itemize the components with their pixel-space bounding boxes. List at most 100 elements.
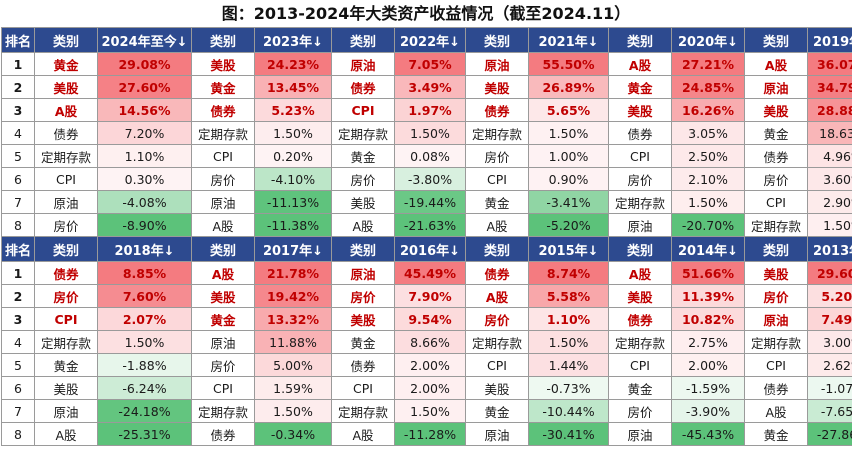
header-category[interactable]: 类别 [608,27,672,53]
table-row: 5 定期存款 1.10% CPI 0.20% 黄金 0.08% 房价 1.00% CPI 2.50%… [1,144,852,168]
header-year[interactable]: 2018年↓ [97,236,192,262]
return-cell: 5.23% [254,98,332,122]
category-cell: 债券 [744,376,808,400]
header-category[interactable]: 类别 [191,27,255,53]
return-cell: 1.50% [394,399,466,423]
return-cell: 55.50% [528,52,609,76]
category-cell: CPI [465,353,529,377]
header-year[interactable]: 2023年↓ [254,27,332,53]
header-year[interactable]: 2016年↓ [394,236,466,262]
header-year[interactable]: 2022年↓ [394,27,466,53]
category-cell: A股 [331,213,395,237]
category-cell: A股 [331,422,395,446]
return-cell: -5.20% [528,213,609,237]
category-cell: A股 [34,98,98,122]
header-year[interactable]: 2019年↓ [807,27,852,53]
return-cell: 10.82% [671,307,745,331]
category-cell: 房价 [465,144,529,168]
return-cell: 4.96% [807,144,852,168]
header-row: 排名 类别 2024年至今↓ 类别 2023年↓ 类别 2022年↓ 类别 2021年↓ 类别 20… [1,27,852,53]
table-row: 2 房价 7.60% 美股 19.42% 房价 7.90% A股 5.58% 美股 11.39% 房价… [1,284,852,308]
header-year[interactable]: 2024年至今↓ [97,27,192,53]
return-cell: 1.50% [254,399,332,423]
category-cell: 美股 [331,307,395,331]
header-category[interactable]: 类别 [331,236,395,262]
return-cell: 45.49% [394,261,466,285]
return-cell: 19.42% [254,284,332,308]
return-cell: 1.00% [528,144,609,168]
category-cell: A股 [191,213,255,237]
header-category[interactable]: 类别 [744,27,808,53]
header-category[interactable]: 类别 [608,236,672,262]
table-row: 8 房价 -8.90% A股 -11.38% A股 -21.63% A股 -5.20% 原油 -20… [1,213,852,237]
category-cell: 债券 [465,98,529,122]
category-cell: 黄金 [608,376,672,400]
category-cell: CPI [34,167,98,191]
category-cell: 债券 [744,144,808,168]
return-cell: 14.56% [97,98,192,122]
category-cell: 原油 [465,52,529,76]
category-cell: A股 [191,261,255,285]
return-cell: 21.78% [254,261,332,285]
category-cell: A股 [34,422,98,446]
return-cell: 5.65% [528,98,609,122]
asset-returns-table: 排名 类别 2024年至今↓ 类别 2023年↓ 类别 2022年↓ 类别 2021年↓ 类别 20… [1,27,852,446]
category-cell: CPI [331,376,395,400]
category-cell: 黄金 [331,330,395,354]
return-cell: -11.28% [394,422,466,446]
category-cell: 原油 [191,190,255,214]
category-cell: 黄金 [465,190,529,214]
header-category[interactable]: 类别 [331,27,395,53]
header-category[interactable]: 类别 [465,27,529,53]
category-cell: 定期存款 [331,399,395,423]
category-cell: 债券 [34,121,98,145]
category-cell: 债券 [331,75,395,99]
header-category[interactable]: 类别 [34,236,98,262]
category-cell: 美股 [34,376,98,400]
return-cell: 16.26% [671,98,745,122]
return-cell: 0.08% [394,144,466,168]
category-cell: 原油 [608,422,672,446]
header-year[interactable]: 2015年↓ [528,236,609,262]
header-rank[interactable]: 排名 [1,236,35,262]
rank-cell: 5 [1,353,35,377]
return-cell: 0.90% [528,167,609,191]
return-cell: -25.31% [97,422,192,446]
return-cell: 1.50% [528,330,609,354]
return-cell: 1.50% [97,330,192,354]
return-cell: 2.07% [97,307,192,331]
category-cell: 原油 [34,190,98,214]
table-row: 7 原油 -24.18% 定期存款 1.50% 定期存款 1.50% 黄金 -10.44% 房价 -… [1,399,852,423]
header-year[interactable]: 2014年↓ [671,236,745,262]
header-category[interactable]: 类别 [34,27,98,53]
header-year[interactable]: 2021年↓ [528,27,609,53]
return-cell: -24.18% [97,399,192,423]
rank-cell: 1 [1,261,35,285]
return-cell: -4.10% [254,167,332,191]
return-cell: 26.89% [528,75,609,99]
header-category[interactable]: 类别 [744,236,808,262]
category-cell: 原油 [608,213,672,237]
header-category[interactable]: 类别 [465,236,529,262]
header-row: 排名 类别 2018年↓ 类别 2017年↓ 类别 2016年↓ 类别 2015年↓ 类别 2014… [1,236,852,262]
category-cell: 美股 [744,261,808,285]
header-year[interactable]: 2013年↓ [807,236,852,262]
return-cell: 1.44% [528,353,609,377]
header-year[interactable]: 2017年↓ [254,236,332,262]
table-row: 6 CPI 0.30% 房价 -4.10% 房价 -3.80% CPI 0.90% 房价 2.10%… [1,167,852,191]
category-cell: 黄金 [191,75,255,99]
category-cell: A股 [608,52,672,76]
category-cell: 债券 [465,261,529,285]
return-cell: -0.34% [254,422,332,446]
return-cell: 36.07% [807,52,852,76]
header-rank[interactable]: 排名 [1,27,35,53]
category-cell: 定期存款 [331,121,395,145]
header-category[interactable]: 类别 [191,236,255,262]
category-cell: 定期存款 [191,399,255,423]
category-cell: 定期存款 [465,330,529,354]
return-cell: -8.90% [97,213,192,237]
return-cell: 11.39% [671,284,745,308]
return-cell: 1.50% [671,190,745,214]
return-cell: 27.21% [671,52,745,76]
header-year[interactable]: 2020年↓ [671,27,745,53]
